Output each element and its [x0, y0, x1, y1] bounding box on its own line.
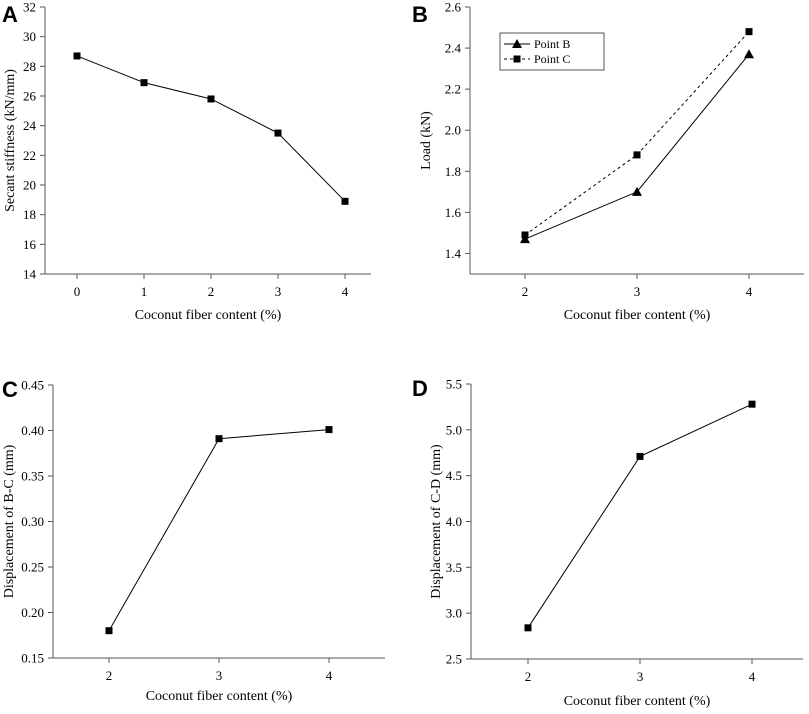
series-line-0: [108, 429, 330, 631]
data-point-square: [745, 28, 753, 36]
legend-label: Point C: [534, 52, 570, 66]
y-tick-label: 0.20: [21, 605, 44, 620]
y-tick-label: 14: [23, 267, 37, 282]
data-point-square: [524, 624, 532, 632]
y-tick-label: 1.8: [445, 164, 461, 179]
y-tick-label: 24: [23, 118, 37, 133]
y-tick-label: 2.0: [445, 123, 461, 138]
data-point-triangle: [632, 186, 642, 196]
data-point-square: [105, 627, 113, 635]
x-axis-title: Coconut fiber content (%): [564, 308, 711, 323]
data-point-square: [633, 151, 641, 159]
y-tick-label: 0.40: [21, 423, 44, 438]
x-tick-label: 3: [634, 284, 641, 299]
y-tick-label: 2.2: [445, 82, 461, 97]
data-point-square: [341, 197, 349, 205]
data-point-square: [325, 426, 333, 434]
data-point-square: [636, 452, 644, 460]
data-point-triangle: [744, 49, 754, 59]
x-tick-label: 4: [746, 284, 753, 299]
data-point-square: [140, 79, 148, 87]
y-tick-label: 1.6: [445, 205, 462, 220]
legend-marker-triangle: [512, 39, 522, 48]
series-line-0: [524, 53, 750, 240]
panel-letter: B: [412, 2, 428, 27]
y-tick-label: 5.0: [446, 422, 462, 437]
x-axis-title: Coconut fiber content (%): [146, 689, 293, 704]
y-tick-label: 3.0: [446, 606, 462, 621]
panel-c: C 0.15 0.20 0.25 0.30 0.35 0.40 0.45 2 3 4 Coconut …: [2, 377, 385, 704]
y-tick-label: 30: [23, 29, 36, 44]
panel-letter: A: [2, 2, 18, 27]
y-axis-title: Secant stiffness (kN/mm): [3, 69, 18, 212]
y-tick-label: 1.4: [445, 246, 462, 261]
x-axis-title: Coconut fiber content (%): [564, 694, 711, 709]
y-tick-label: 0.15: [21, 651, 44, 666]
y-tick-label: 16: [23, 237, 37, 252]
y-tick-label: 0.45: [21, 378, 44, 393]
y-tick-label: 4.0: [446, 514, 462, 529]
legend: [499, 32, 605, 71]
y-tick-label: 26: [23, 89, 37, 104]
y-tick-label: 2.5: [446, 652, 462, 667]
x-tick-label: 2: [525, 669, 532, 684]
data-point-square: [748, 400, 756, 408]
y-tick-label: 0.25: [21, 560, 44, 575]
y-tick-label: 2.4: [445, 41, 462, 56]
series-line-1: [524, 31, 750, 236]
y-tick-label: 4.5: [446, 468, 462, 483]
series-line-0: [76, 55, 346, 202]
data-point-square: [274, 129, 282, 137]
data-point-square: [207, 95, 215, 103]
x-tick-label: 0: [74, 284, 81, 299]
series-line-0: [527, 403, 753, 629]
legend-label: Point B: [534, 37, 570, 51]
x-tick-label: 2: [522, 284, 529, 299]
x-tick-label: 2: [208, 284, 215, 299]
panel-letter: C: [2, 377, 18, 402]
data-point-square: [521, 231, 529, 239]
y-tick-label: 20: [23, 178, 36, 193]
y-tick-label: 18: [23, 207, 36, 222]
x-axis-title: Coconut fiber content (%): [135, 308, 282, 323]
data-point-square: [215, 435, 223, 443]
y-tick-label: 28: [23, 59, 36, 74]
panel-b: B 1.4 1.6 1.8 2.0 2.2 2.4 2.6 2 3 4 Coconut fiber c…: [412, 0, 804, 323]
y-tick-label: 0.30: [21, 514, 44, 529]
panel-letter: D: [412, 376, 428, 401]
y-axis-title: Displacement of B-C (mm): [2, 444, 17, 598]
x-tick-label: 2: [106, 668, 113, 683]
x-tick-label: 3: [637, 669, 644, 684]
x-tick-label: 3: [275, 284, 282, 299]
x-tick-label: 4: [749, 669, 756, 684]
y-axis-title: Displacement of C-D (mm): [429, 444, 444, 599]
legend-marker-square: [513, 55, 521, 63]
x-tick-label: 1: [141, 284, 148, 299]
data-point-square: [73, 52, 81, 60]
y-tick-label: 3.5: [446, 560, 462, 575]
y-axis-title: Load (kN): [419, 111, 434, 170]
y-tick-label: 22: [23, 148, 36, 163]
y-tick-label: 5.5: [446, 377, 462, 392]
y-tick-label: 32: [23, 0, 36, 15]
data-point-triangle: [520, 234, 530, 244]
x-tick-label: 4: [342, 284, 349, 299]
y-tick-label: 2.6: [445, 0, 462, 15]
x-tick-label: 3: [216, 668, 223, 683]
panel-d: D 2.5 3.0 3.5 4.0 4.5 5.0 5.5 2 3 4 Coconut fiber c…: [412, 376, 803, 709]
panel-a: A 14 16 18 20 22 24 26 28 30 32 0 1 2 3 4 Coconut fiber …: [2, 0, 371, 323]
y-tick-label: 0.35: [21, 469, 44, 484]
x-tick-label: 4: [326, 668, 333, 683]
